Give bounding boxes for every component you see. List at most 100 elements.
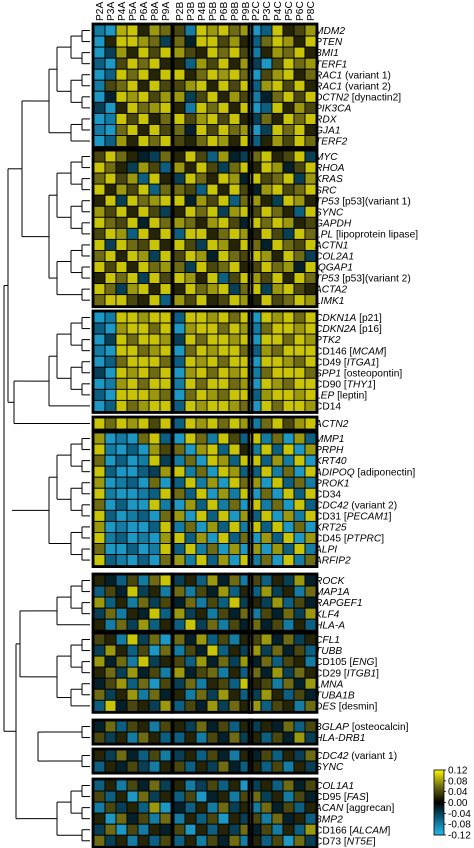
heatmap-cell (159, 487, 172, 500)
heatmap-cell (126, 90, 139, 103)
heatmap-cell (293, 135, 306, 148)
heatmap-cell (217, 90, 230, 103)
heatmap-cell (206, 322, 219, 335)
heatmap-cell (126, 183, 139, 196)
heatmap-cell (228, 261, 241, 274)
heatmap-cell (293, 366, 306, 379)
heatmap-cell (282, 68, 295, 81)
heatmap-cell (137, 779, 150, 792)
heatmap-cell (137, 311, 150, 324)
heatmap-cell (293, 677, 306, 690)
heatmap-cell (260, 227, 273, 240)
heatmap-cell (271, 135, 284, 148)
heatmap-cell (293, 554, 306, 567)
heatmap-cell (282, 261, 295, 274)
heatmap-cell (115, 812, 128, 825)
heatmap-cell (148, 655, 161, 668)
heatmap-cell (93, 731, 106, 744)
heatmap-cell (271, 596, 284, 609)
heatmap-cell (228, 172, 241, 185)
heatmap-cell (282, 123, 295, 136)
heatmap-cell (293, 227, 306, 240)
heatmap-cell (184, 454, 197, 467)
heatmap-cell (126, 801, 139, 814)
heatmap-cell (271, 112, 284, 125)
heatmap-cell (217, 24, 230, 37)
heatmap-cell (217, 135, 230, 148)
heatmap-cell (195, 272, 208, 285)
gene-label: DCTN2 [dynactin2] (315, 92, 401, 103)
heatmap-cell (173, 432, 186, 445)
heatmap-cell (228, 731, 241, 744)
heatmap-cell (195, 377, 208, 390)
heatmap-cell (148, 57, 161, 70)
heatmap-cell (115, 90, 128, 103)
heatmap-cell (173, 417, 186, 430)
colorbar-tick-label: -0.08 (448, 820, 471, 831)
column-label: P8A (150, 2, 161, 21)
heatmap-cell (293, 532, 306, 544)
heatmap-cell (206, 596, 219, 609)
heatmap-cell (195, 454, 208, 467)
heatmap-cell (93, 194, 106, 207)
heatmap-cell (126, 554, 139, 567)
heatmap-cell (159, 311, 172, 324)
colorbar-swatch (434, 829, 444, 832)
heatmap-cell (282, 112, 295, 125)
heatmap-cell (260, 112, 273, 125)
heatmap-cell (173, 238, 186, 251)
heatmap-cell (148, 183, 161, 196)
heatmap-cell (260, 183, 273, 196)
heatmap-cell (293, 172, 306, 185)
heatmap-cell (206, 101, 219, 114)
heatmap-cell (260, 294, 273, 307)
heatmap-cell (137, 834, 150, 847)
heatmap-cell (126, 655, 139, 668)
heatmap-cell (115, 333, 128, 346)
heatmap-cell (282, 585, 295, 598)
heatmap-cell (115, 801, 128, 814)
heatmap-cell (173, 294, 186, 307)
heatmap-cell (195, 618, 208, 631)
heatmap-cell (271, 532, 284, 544)
colorbar-swatch (434, 774, 444, 776)
heatmap-cell (282, 498, 295, 511)
heatmap-cell (195, 183, 208, 196)
heatmap-cell (184, 532, 197, 544)
heatmap-cell (206, 498, 219, 511)
heatmap-cell (293, 90, 306, 103)
gene-label: CDC42 (variant 1) (315, 751, 397, 762)
heatmap-cell (184, 150, 197, 163)
heatmap-cell (195, 261, 208, 274)
heatmap-cell (173, 283, 186, 296)
colorbar-swatch (434, 817, 444, 820)
heatmap-cell (271, 520, 284, 533)
heatmap-cell (126, 574, 139, 587)
heatmap-cell (173, 465, 186, 478)
heatmap-cell (293, 344, 306, 357)
heatmap-cell (228, 812, 241, 825)
heatmap-cell (260, 585, 273, 598)
heatmap-cell (93, 417, 106, 430)
heatmap-cell (282, 388, 295, 401)
colorbar-swatch (434, 812, 444, 814)
heatmap-cell (93, 238, 106, 251)
heatmap-cell (159, 801, 172, 814)
heatmap-cell (104, 355, 117, 368)
gene-label: SYNC (315, 207, 344, 218)
heatmap-cell (293, 574, 306, 587)
heatmap-cell (260, 666, 273, 679)
heatmap-cell (217, 666, 230, 679)
heatmap-cell (104, 834, 117, 847)
heatmap-cell (159, 498, 172, 511)
heatmap-cell (148, 476, 161, 489)
heatmap-cell (282, 618, 295, 631)
heatmap-cell (271, 699, 284, 712)
heatmap-cell (137, 227, 150, 240)
heatmap-cell (115, 655, 128, 668)
heatmap-cell (93, 801, 106, 814)
heatmap-cell (206, 585, 219, 598)
heatmap-cell (260, 399, 273, 412)
heatmap-cell (148, 135, 161, 148)
heatmap-cell (126, 443, 139, 456)
